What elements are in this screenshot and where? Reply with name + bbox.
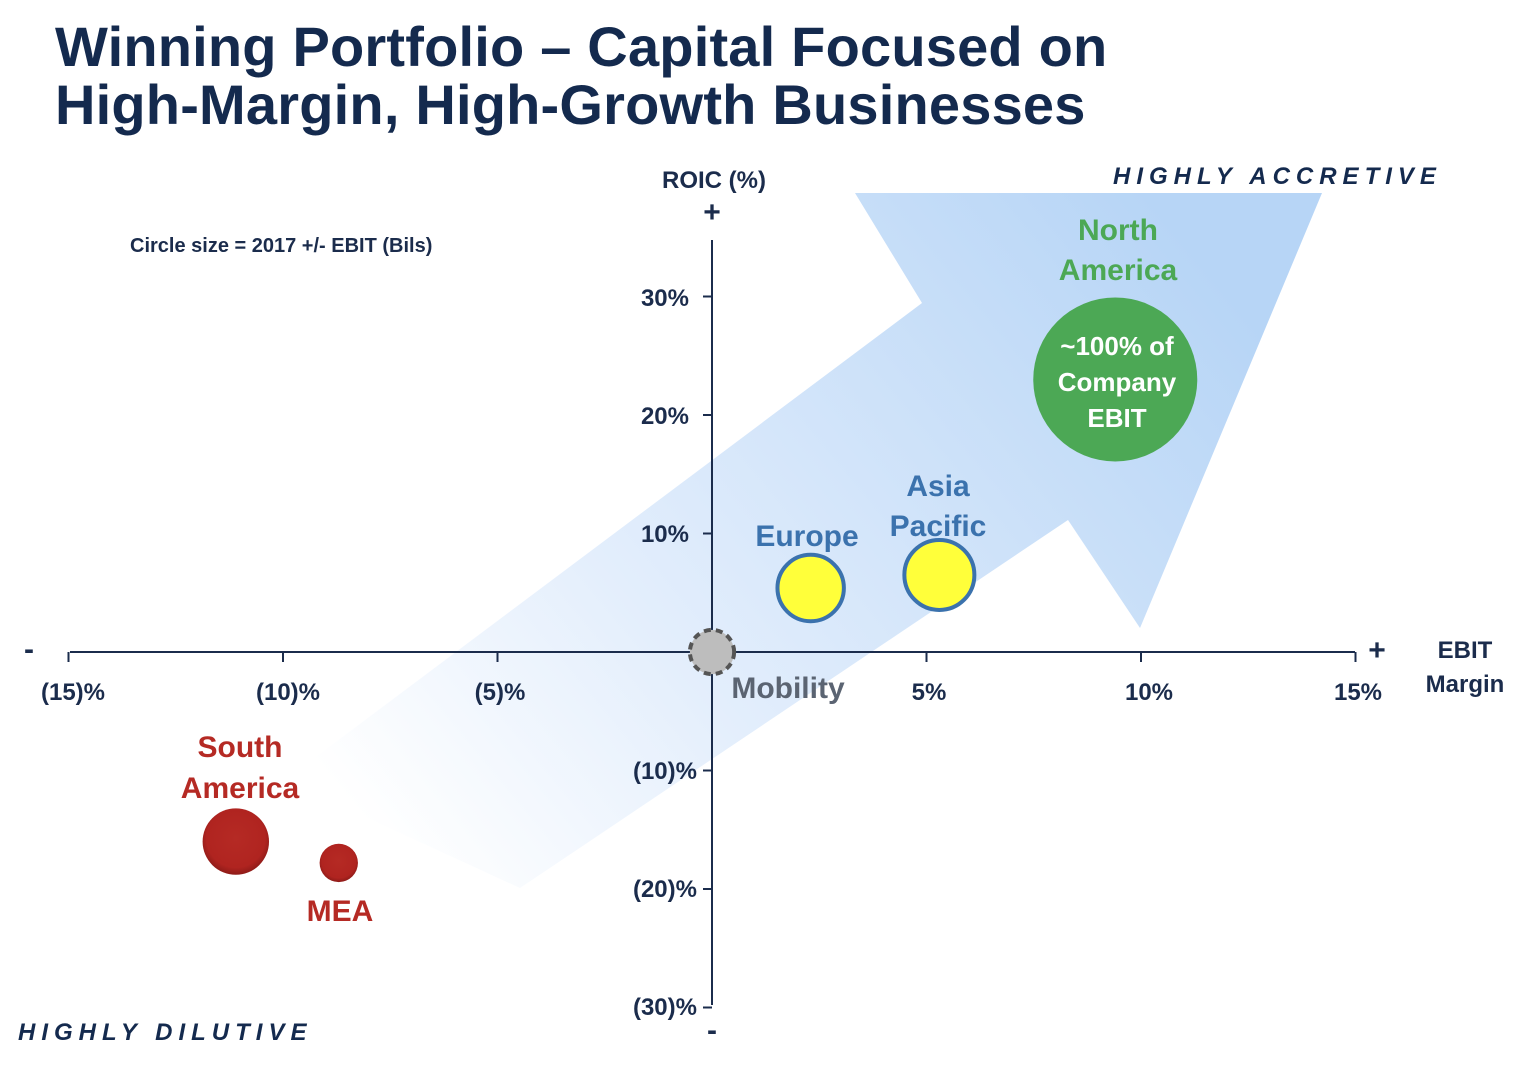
x-axis-title-line1: EBIT: [1438, 637, 1493, 664]
x-tick-label: (10)%: [256, 679, 320, 706]
label-north-america-line2: America: [1059, 254, 1178, 287]
circle-size-note: Circle size = 2017 +/- EBIT (Bils): [130, 235, 432, 257]
y-axis-minus-sign: -: [707, 1014, 717, 1047]
label-europe: Europe: [755, 520, 858, 553]
bubble-mobility: [687, 627, 737, 677]
y-tick-marks: [703, 295, 712, 1009]
x-axis-minus-sign: -: [24, 633, 34, 666]
x-tick-marks: [67, 652, 1357, 662]
y-tick-label: (10)%: [633, 758, 697, 785]
zone-label-accretive: HIGHLY ACCRETIVE: [1113, 163, 1442, 190]
north-america-inner-line3: EBIT: [1087, 403, 1146, 433]
x-axis-plus-sign: +: [1368, 634, 1386, 667]
label-mobility: Mobility: [731, 672, 845, 705]
x-tick-label: 5%: [912, 679, 947, 706]
zone-label-dilutive: HIGHLY DILUTIVE: [18, 1019, 312, 1046]
y-tick-label: 20%: [641, 403, 689, 430]
bubble-south-america: [202, 808, 270, 875]
y-tick-label: (30)%: [633, 994, 697, 1021]
x-tick-label: 15%: [1334, 679, 1382, 706]
bubbles: [202, 297, 1198, 883]
label-south-america-line2: America: [181, 772, 300, 805]
bubble-north-america: [1033, 297, 1198, 462]
label-north-america-line1: North: [1078, 214, 1158, 247]
north-america-inner-line2: Company: [1058, 367, 1177, 397]
bubble-asia-pacific: [902, 537, 977, 612]
label-asia-pacific-line2: Pacific: [890, 510, 987, 543]
bubble-europe: [775, 552, 846, 624]
x-tick-label: (5)%: [475, 679, 526, 706]
bubble-mea: [319, 843, 358, 883]
y-tick-label: (20)%: [633, 876, 697, 903]
title-line-2: High-Margin, High-Growth Businesses: [55, 73, 1086, 137]
x-tick-labels: (15)% (10)% (5)% 5% 10% 15%: [41, 679, 1382, 706]
y-tick-label: 10%: [641, 521, 689, 548]
north-america-inner-line1: ~100% of: [1060, 331, 1174, 361]
x-tick-label: (15)%: [41, 679, 105, 706]
x-tick-label: 10%: [1125, 679, 1173, 706]
y-axis-plus-sign: +: [703, 196, 721, 229]
bubble-labels: North America ~100% of Company EBIT Asia…: [181, 214, 1178, 928]
y-axis-title: ROIC (%): [662, 167, 766, 194]
label-asia-pacific-line1: Asia: [906, 470, 970, 503]
y-tick-labels: 30% 20% 10% (10)% (20)% (30)%: [633, 285, 697, 1021]
label-mea: MEA: [307, 895, 374, 928]
x-axis-title-line2: Margin: [1426, 671, 1505, 698]
y-tick-label: 30%: [641, 285, 689, 312]
label-south-america-line1: South: [198, 731, 283, 764]
page-title: Winning Portfolio – Capital Focused on H…: [55, 15, 1108, 137]
title-line-1: Winning Portfolio – Capital Focused on: [55, 15, 1108, 78]
